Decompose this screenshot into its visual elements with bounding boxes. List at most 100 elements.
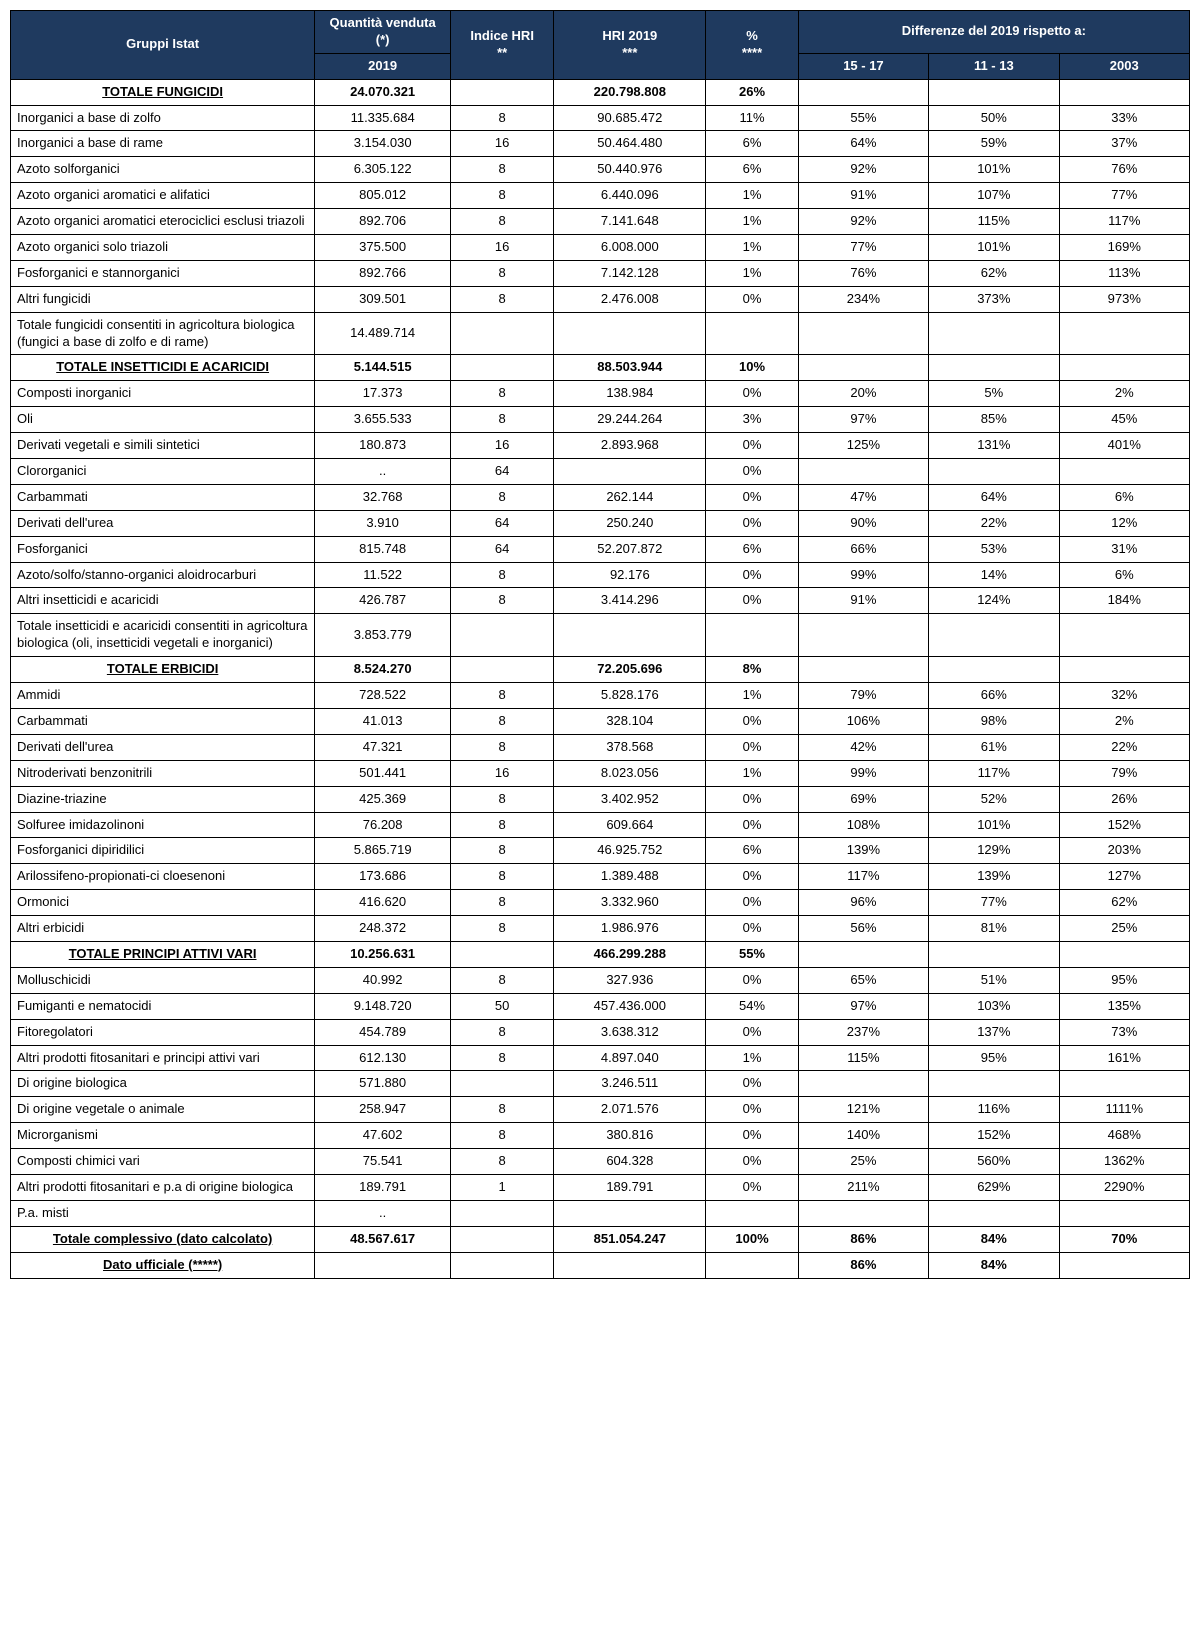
row-diff-2003: 127% (1059, 864, 1189, 890)
row-label: Dato ufficiale (*****) (11, 1252, 315, 1278)
row-diff-11-13: 50% (929, 105, 1059, 131)
table-row: Totale complessivo (dato calcolato)48.56… (11, 1226, 1190, 1252)
row-diff-15-17 (798, 941, 928, 967)
row-diff-2003: 32% (1059, 683, 1189, 709)
row-diff-2003 (1059, 941, 1189, 967)
row-diff-2003: 6% (1059, 484, 1189, 510)
row-qty: 14.489.714 (315, 312, 451, 355)
row-qty: 9.148.720 (315, 993, 451, 1019)
row-diff-11-13 (929, 1200, 1059, 1226)
row-diff-2003: 1362% (1059, 1149, 1189, 1175)
row-hri: 6.440.096 (554, 183, 706, 209)
row-qty: 75.541 (315, 1149, 451, 1175)
row-diff-11-13: 53% (929, 536, 1059, 562)
row-label: Composti chimici vari (11, 1149, 315, 1175)
row-diff-2003: 161% (1059, 1045, 1189, 1071)
row-diff-11-13 (929, 79, 1059, 105)
row-idx: 8 (451, 1149, 554, 1175)
row-pct (706, 1252, 798, 1278)
table-row: Diazine-triazine425.36983.402.9520%69%52… (11, 786, 1190, 812)
row-diff-11-13 (929, 355, 1059, 381)
row-diff-15-17: 106% (798, 708, 928, 734)
row-qty: 189.791 (315, 1174, 451, 1200)
table-row: Fitoregolatori454.78983.638.3120%237%137… (11, 1019, 1190, 1045)
row-pct: 0% (706, 916, 798, 942)
row-qty: 3.910 (315, 510, 451, 536)
row-idx: 8 (451, 286, 554, 312)
row-diff-11-13: 373% (929, 286, 1059, 312)
row-hri: 380.816 (554, 1123, 706, 1149)
row-diff-15-17: 92% (798, 157, 928, 183)
row-qty: 173.686 (315, 864, 451, 890)
row-diff-15-17: 237% (798, 1019, 928, 1045)
table-row: Altri insetticidi e acaricidi426.78783.4… (11, 588, 1190, 614)
row-idx (451, 355, 554, 381)
row-pct: 0% (706, 1149, 798, 1175)
row-diff-11-13: 131% (929, 433, 1059, 459)
row-diff-11-13 (929, 459, 1059, 485)
header-diff-a: 15 - 17 (798, 53, 928, 79)
row-diff-15-17: 90% (798, 510, 928, 536)
table-row: Clororganici..640% (11, 459, 1190, 485)
row-hri: 3.246.511 (554, 1071, 706, 1097)
row-label: P.a. misti (11, 1200, 315, 1226)
row-diff-11-13: 22% (929, 510, 1059, 536)
header-idx: Indice HRI** (451, 11, 554, 80)
table-row: P.a. misti.. (11, 1200, 1190, 1226)
row-label: TOTALE INSETTICIDI E ACARICIDI (11, 355, 315, 381)
row-hri: 92.176 (554, 562, 706, 588)
row-qty: 41.013 (315, 708, 451, 734)
row-idx: 8 (451, 683, 554, 709)
row-idx: 16 (451, 433, 554, 459)
row-diff-15-17 (798, 355, 928, 381)
row-hri: 3.414.296 (554, 588, 706, 614)
row-idx: 8 (451, 562, 554, 588)
row-diff-2003: 6% (1059, 562, 1189, 588)
table-row: Azoto organici aromatici eterociclici es… (11, 209, 1190, 235)
table-row: Azoto organici solo triazoli375.500166.0… (11, 235, 1190, 261)
row-diff-11-13: 61% (929, 734, 1059, 760)
row-diff-2003: 45% (1059, 407, 1189, 433)
header-groups: Gruppi Istat (11, 11, 315, 80)
row-diff-11-13: 101% (929, 157, 1059, 183)
row-diff-2003: 26% (1059, 786, 1189, 812)
row-hri: 3.638.312 (554, 1019, 706, 1045)
row-qty: 501.441 (315, 760, 451, 786)
row-diff-15-17: 65% (798, 967, 928, 993)
row-diff-15-17 (798, 614, 928, 657)
row-diff-2003: 37% (1059, 131, 1189, 157)
row-label: Composti inorganici (11, 381, 315, 407)
table-row: Solfuree imidazolinoni76.2088609.6640%10… (11, 812, 1190, 838)
header-hri: HRI 2019*** (554, 11, 706, 80)
table-row: Microrganismi47.6028380.8160%140%152%468… (11, 1123, 1190, 1149)
row-diff-2003: 73% (1059, 1019, 1189, 1045)
row-pct: 0% (706, 1174, 798, 1200)
row-hri: 378.568 (554, 734, 706, 760)
row-qty: 47.602 (315, 1123, 451, 1149)
table-row: Altri fungicidi309.50182.476.0080%234%37… (11, 286, 1190, 312)
row-hri (554, 312, 706, 355)
row-diff-11-13: 124% (929, 588, 1059, 614)
table-row: Arilossifeno-propionati-ci cloesenoni173… (11, 864, 1190, 890)
row-diff-11-13: 59% (929, 131, 1059, 157)
row-hri: 4.897.040 (554, 1045, 706, 1071)
row-idx: 8 (451, 260, 554, 286)
row-diff-15-17: 121% (798, 1097, 928, 1123)
row-diff-11-13: 107% (929, 183, 1059, 209)
row-hri: 328.104 (554, 708, 706, 734)
row-pct: 6% (706, 536, 798, 562)
row-hri: 90.685.472 (554, 105, 706, 131)
row-diff-2003: 401% (1059, 433, 1189, 459)
table-row: TOTALE ERBICIDI8.524.27072.205.6968% (11, 657, 1190, 683)
row-hri: 3.332.960 (554, 890, 706, 916)
row-hri: 138.984 (554, 381, 706, 407)
row-diff-11-13: 139% (929, 864, 1059, 890)
row-diff-2003: 33% (1059, 105, 1189, 131)
row-hri: 1.389.488 (554, 864, 706, 890)
row-pct: 54% (706, 993, 798, 1019)
row-diff-11-13: 52% (929, 786, 1059, 812)
row-diff-2003: 973% (1059, 286, 1189, 312)
row-diff-11-13: 64% (929, 484, 1059, 510)
row-diff-11-13 (929, 614, 1059, 657)
row-label: Fosforganici dipiridilici (11, 838, 315, 864)
